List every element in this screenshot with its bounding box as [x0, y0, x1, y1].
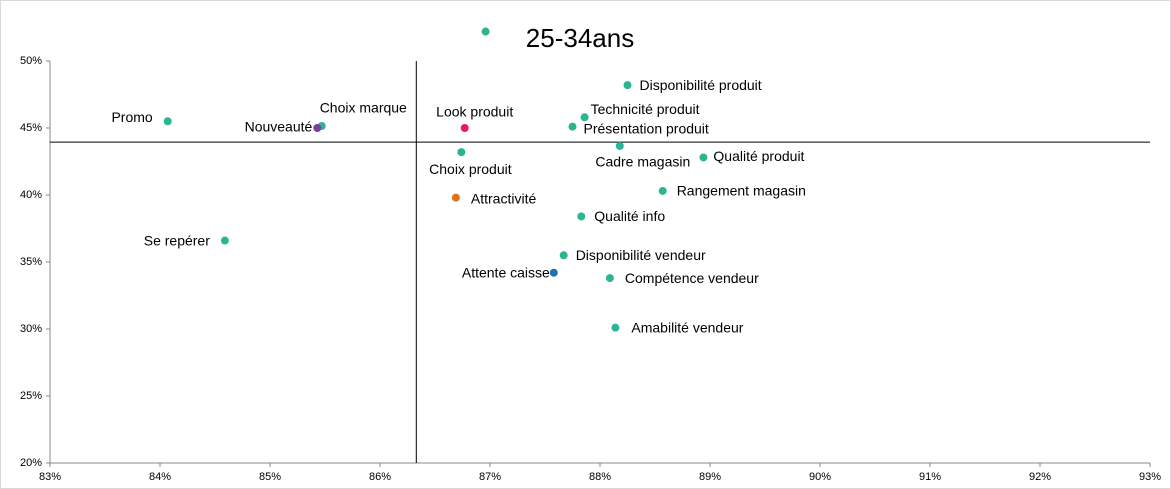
point — [313, 124, 322, 132]
point — [577, 212, 586, 221]
x-tick-label: 91% — [919, 471, 941, 483]
x-tick-label: 86% — [369, 471, 391, 483]
x-tick-label: 87% — [479, 471, 501, 483]
x-tick-label: 90% — [809, 471, 831, 483]
y-tick-label: 35% — [20, 256, 42, 268]
y-tick-label: 20% — [20, 457, 42, 469]
point-label: Attractivité — [471, 190, 537, 206]
y-tick-label: 25% — [20, 390, 42, 402]
point-label: Rangement magasin — [677, 183, 806, 199]
point-label: Nouveauté — [245, 119, 313, 135]
point-label: Attente caisse — [462, 264, 550, 280]
x-tick-label: 83% — [39, 471, 61, 483]
point-label: Présentation produit — [584, 120, 709, 136]
chart-title: 25-34ans — [526, 23, 634, 53]
x-tick-label: 85% — [259, 471, 281, 483]
point — [549, 268, 558, 277]
point — [568, 122, 577, 131]
point — [460, 124, 469, 132]
point-label: Promo — [111, 109, 152, 125]
point-label: Disponibilité vendeur — [576, 247, 706, 263]
point — [220, 236, 229, 245]
y-tick-label: 40% — [20, 189, 42, 201]
y-tick-label: 45% — [20, 122, 42, 134]
point-label: Choix marque — [320, 100, 407, 116]
point — [559, 251, 568, 260]
y-tick-label: 50% — [20, 55, 42, 67]
x-tick-label: 92% — [1029, 471, 1051, 483]
point-label: Qualité produit — [713, 148, 804, 164]
point — [611, 323, 620, 332]
point — [163, 117, 172, 126]
point — [451, 193, 460, 202]
point — [623, 81, 632, 90]
point-label: Compétence vendeur — [625, 270, 759, 286]
point-label: Cadre magasin — [595, 154, 690, 170]
point — [699, 153, 708, 162]
point — [457, 148, 466, 157]
point-label: Se repérer — [144, 232, 210, 248]
x-tick-label: 88% — [589, 471, 611, 483]
point-label: Qualité info — [594, 208, 665, 224]
point — [605, 274, 614, 283]
x-tick-label: 89% — [699, 471, 721, 483]
point-label: Look produit — [436, 104, 513, 120]
x-tick-label: 93% — [1139, 471, 1161, 483]
point — [658, 186, 667, 195]
point-label: Amabilité vendeur — [631, 319, 743, 335]
y-tick-label: 30% — [20, 323, 42, 335]
x-tick-label: 84% — [149, 471, 171, 483]
point — [481, 27, 490, 36]
point — [580, 113, 589, 122]
point — [615, 141, 624, 150]
point-label: Technicité produit — [591, 101, 700, 117]
point-label: Choix produit — [429, 161, 512, 177]
point-label: Disponibilité produit — [640, 77, 762, 93]
